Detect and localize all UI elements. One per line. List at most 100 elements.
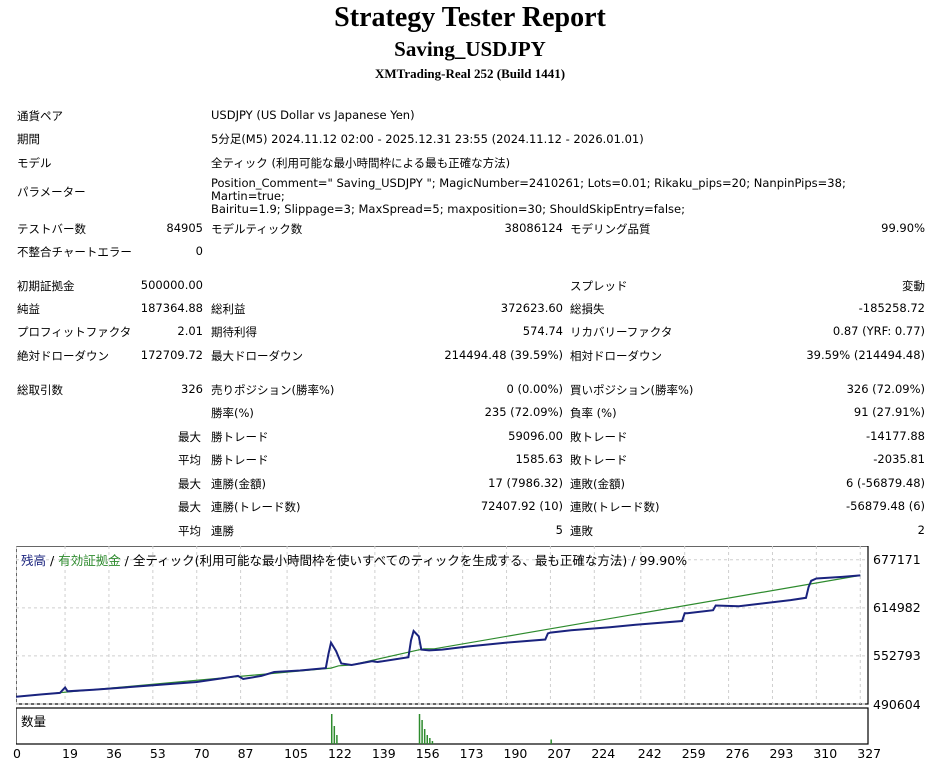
period-label: 期間	[17, 132, 40, 146]
chart-legend: 残高 / 有効証拠金 / 全ティック(利用可能な最小時間枠を使いすべてのティック…	[21, 550, 687, 569]
info-row-period: 期間 5分足(M5) 2024.11.12 02:00 - 2025.12.31…	[0, 128, 940, 150]
rel-dd-value: 39.59% (214494.48)	[806, 348, 925, 362]
net-label: 純益	[17, 302, 40, 316]
equity-chart	[16, 546, 869, 745]
deposit-value: 500000.00	[140, 278, 203, 292]
x-tick-9: 156	[415, 746, 440, 761]
x-tick-17: 293	[769, 746, 794, 761]
largest-win-label: 勝トレード	[211, 430, 269, 444]
avg-win-value: 1585.63	[515, 452, 563, 466]
y-tick-0: 490604	[873, 697, 921, 712]
x-tick-3: 53	[149, 746, 166, 761]
x-tick-18: 310	[813, 746, 838, 761]
stats-row-consec-cnt: 最大 連勝(トレード数) 72407.92 (10) 連敗(トレード数) -56…	[0, 496, 940, 518]
consec-loss-amt-label: 連敗(金額)	[570, 477, 625, 491]
volume-bar-6	[426, 735, 429, 744]
expected-label: 期待利得	[211, 325, 257, 339]
x-tick-5: 87	[237, 746, 254, 761]
volume-bar-2	[336, 735, 338, 744]
legend-model: 全ティック(利用可能な最小時間枠を使いすべてのティックを生成する、最も正確な方法…	[132, 553, 688, 568]
params-value: Position_Comment=" Saving_USDJPY "; Magi…	[211, 177, 911, 216]
max-word: 最大	[178, 477, 201, 491]
pair-value: USDJPY (US Dollar vs Japanese Yen)	[211, 108, 415, 122]
x-tick-8: 139	[371, 746, 396, 761]
lossrate-label: 負率 (%)	[570, 406, 617, 420]
x-tick-0: 0	[13, 746, 21, 761]
legend-sep-1: /	[46, 553, 59, 568]
ticks-label: モデルティック数	[211, 222, 303, 236]
gross-loss-label: 総損失	[570, 302, 605, 316]
short-value: 0 (0.00%)	[506, 382, 563, 396]
info-row-pair: 通貨ペア USDJPY (US Dollar vs Japanese Yen)	[0, 105, 940, 127]
x-tick-7: 122	[327, 746, 352, 761]
net-value: 187364.88	[140, 301, 203, 315]
x-tick-2: 36	[105, 746, 122, 761]
stats-row-largest: 最大 勝トレード 59096.00 敗トレード -14177.88	[0, 426, 940, 448]
long-label: 買いポジション(勝率%)	[570, 383, 694, 397]
winrate-value: 235 (72.09%)	[484, 405, 563, 419]
mismatch-label: 不整合チャートエラー	[17, 245, 132, 259]
recovery-value: 0.87 (YRF: 0.77)	[832, 324, 925, 338]
consec-loss-cnt-value: -56879.48 (6)	[846, 499, 925, 513]
avg-loss-label: 敗トレード	[570, 453, 628, 467]
stats-row-bars: テストバー数 84905 モデルティック数 38086124 モデリング品質 9…	[0, 218, 940, 240]
gross-profit-value: 372623.60	[500, 301, 563, 315]
volume-bar-1	[333, 726, 336, 744]
y-tick-2: 614982	[873, 599, 921, 615]
total-trades-value: 326	[181, 382, 203, 396]
stats-row-mismatch: 不整合チャートエラー 0	[0, 241, 940, 263]
avg-win-label: 勝トレード	[211, 453, 269, 467]
volume-label: 数量	[21, 714, 47, 729]
long-value: 326 (72.09%)	[846, 382, 925, 396]
stats-row-winrate: 勝率(%) 235 (72.09%) 負率 (%) 91 (27.91%)	[0, 402, 940, 424]
model-label: モデル	[17, 156, 52, 170]
x-tick-10: 173	[459, 746, 484, 761]
total-trades-label: 総取引数	[17, 383, 63, 397]
y-tick-1: 552793	[873, 647, 921, 663]
avg-consec-loss-label: 連敗	[570, 524, 593, 538]
ticks-value: 38086124	[504, 221, 563, 235]
stats-row-dd: 絶対ドローダウン 172709.72 最大ドローダウン 214494.48 (3…	[0, 345, 940, 367]
max-dd-value: 214494.48 (39.59%)	[444, 348, 563, 362]
main-plot-frame	[16, 546, 869, 705]
x-tick-1: 19	[62, 746, 78, 761]
model-value: 全ティック (利用可能な最小時間枠による最も正確な方法)	[211, 156, 511, 170]
mismatch-value: 0	[195, 244, 203, 258]
volume-bar-4	[421, 720, 423, 744]
y-tick-3: 677171	[873, 551, 921, 567]
stats-row-consec-amt: 最大 連勝(金額) 17 (7986.32) 連敗(金額) 6 (-56879.…	[0, 473, 940, 495]
period-value: 5分足(M5) 2024.11.12 02:00 - 2025.12.31 23…	[211, 132, 644, 146]
chart-lines	[16, 574, 861, 698]
stats-row-net: 純益 187364.88 総利益 372623.60 総損失 -185258.7…	[0, 298, 940, 320]
max-word: 最大	[178, 500, 201, 514]
pf-value: 2.01	[177, 324, 203, 338]
bars-value: 84905	[166, 221, 203, 235]
pair-label: 通貨ペア	[17, 109, 63, 123]
consec-win-cnt-label: 連勝(トレード数)	[211, 500, 301, 514]
volume-bar-9	[550, 739, 552, 744]
report-subtitle: Saving_USDJPY	[394, 37, 546, 61]
expected-value: 574.74	[522, 324, 563, 338]
params-label: パラメーター	[17, 185, 86, 199]
avg-consec-loss-value: 2	[917, 523, 925, 537]
gross-loss-value: -185258.72	[858, 301, 925, 315]
pf-label: プロフィットファクタ	[17, 325, 132, 339]
x-tick-6: 105	[284, 746, 308, 761]
legend-equity: 有効証拠金	[58, 553, 121, 568]
x-tick-15: 259	[681, 746, 706, 761]
x-tick-16: 276	[725, 746, 750, 761]
volume-plot-frame	[16, 707, 869, 745]
x-tick-13: 224	[591, 746, 616, 761]
params-line-1: Position_Comment=" Saving_USDJPY "; Magi…	[211, 176, 846, 203]
x-tick-12: 207	[547, 746, 572, 761]
volume-bar-7	[429, 738, 431, 744]
volume-bar-3	[418, 714, 421, 744]
info-row-model: モデル 全ティック (利用可能な最小時間枠による最も正確な方法)	[0, 152, 940, 174]
balance-line	[16, 574, 861, 698]
stats-row-average: 平均 勝トレード 1585.63 敗トレード -2035.81	[0, 449, 940, 471]
lossrate-value: 91 (27.91%)	[853, 405, 925, 419]
gross-profit-label: 総利益	[211, 302, 246, 316]
consec-loss-cnt-label: 連敗(トレード数)	[570, 500, 660, 514]
equity-line	[16, 574, 861, 698]
max-word: 最大	[178, 430, 201, 444]
